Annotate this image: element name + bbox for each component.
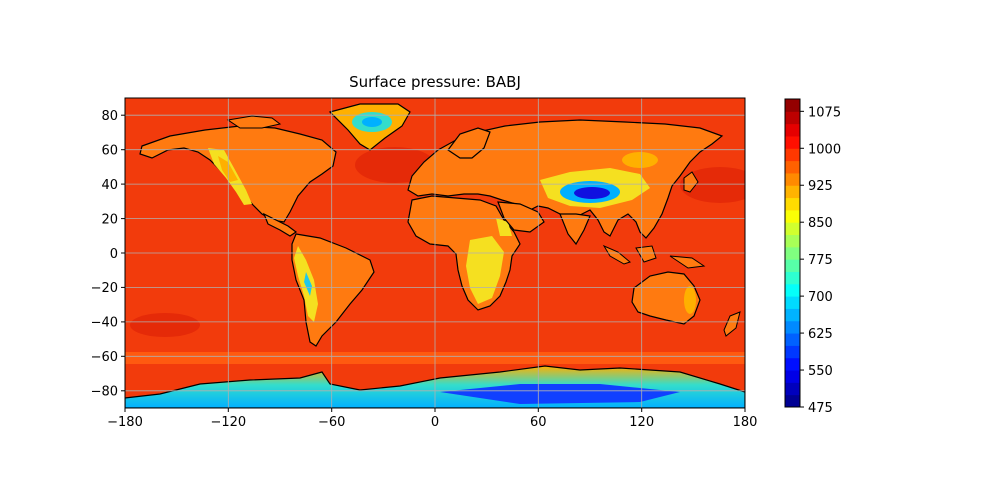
- y-tick-label: −40: [91, 316, 118, 331]
- tibetan-plateau-core: [574, 187, 610, 199]
- x-axis: [124, 408, 746, 412]
- x-tick-label: 0: [431, 415, 439, 430]
- map-title: Surface pressure: BABJ: [349, 73, 521, 91]
- colorbar-band: [785, 333, 800, 346]
- y-tick-label: 0: [110, 247, 118, 262]
- y-tick-label: −80: [91, 385, 118, 400]
- y-tick-label: 40: [101, 178, 118, 193]
- y-tick-label: −60: [91, 350, 118, 365]
- colorbar-tick-label: 700: [808, 290, 833, 305]
- y-tick-label: 20: [101, 212, 118, 227]
- land-australia: [631, 271, 701, 325]
- australia-highland: [684, 286, 696, 314]
- colorbar-tick-label: 625: [808, 327, 833, 342]
- colorbar-tick-label: 850: [808, 216, 833, 231]
- y-tick-label: 80: [101, 109, 118, 124]
- colorbar-band: [785, 123, 800, 137]
- colorbar-band: [785, 382, 800, 396]
- x-tick-label: 180: [733, 415, 758, 430]
- colorbar-band: [785, 283, 800, 297]
- colorbar-band: [785, 345, 800, 359]
- land-arabia: [497, 201, 545, 233]
- colorbar-tick-label: 475: [808, 401, 833, 416]
- colorbar-tick-label: 550: [808, 364, 833, 379]
- x-tick-label: 60: [530, 415, 547, 430]
- colorbar-band: [785, 209, 800, 223]
- colorbar-band: [785, 394, 800, 408]
- y-tick-label: −20: [91, 281, 118, 296]
- colorbar-band: [785, 308, 800, 322]
- x-tick-label: −120: [210, 415, 246, 430]
- land-central-america: [262, 212, 298, 237]
- andes-core: [304, 272, 312, 296]
- land-new-zealand: [723, 311, 741, 337]
- colorbar-band: [785, 172, 800, 186]
- land-scandinavia: [447, 127, 491, 159]
- colorbar-band: [785, 357, 800, 371]
- y-tick-label: 60: [101, 144, 118, 159]
- colorbar-band: [785, 234, 800, 248]
- colorbar-band: [785, 99, 800, 112]
- x-tick-label: 120: [629, 415, 654, 430]
- y-axis: [121, 114, 125, 392]
- high-pressure-zone: [680, 167, 745, 203]
- colorbar-band: [785, 320, 800, 334]
- mongolia-highland: [622, 152, 658, 168]
- colorbar-band: [785, 246, 800, 260]
- colorbar-tick-label: 925: [808, 179, 833, 194]
- colorbar-band: [785, 259, 800, 272]
- x-tick-label: −60: [318, 415, 345, 430]
- land-new-guinea: [669, 255, 706, 269]
- colorbar-band: [785, 271, 800, 285]
- colorbar-band: [785, 160, 800, 174]
- colorbar-band: [785, 370, 800, 383]
- colorbar-ticks: 1075 1000 925 850 775 700 625 550 475: [800, 105, 841, 416]
- colorbar-band: [785, 111, 800, 125]
- antarctic-plateau: [440, 384, 680, 404]
- land-sumatra: [602, 244, 632, 265]
- x-tick-label: −180: [107, 415, 143, 430]
- colorbar-band: [785, 197, 800, 211]
- colorbar: [785, 99, 800, 408]
- land-india: [559, 213, 591, 246]
- land-japan: [683, 171, 699, 193]
- colorbar-band: [785, 296, 800, 309]
- colorbar-band: [785, 222, 800, 236]
- colorbar-band: [785, 185, 800, 199]
- gridlines: [125, 98, 745, 408]
- high-pressure-zone: [130, 313, 200, 337]
- greenland-ice-core: [362, 117, 382, 127]
- colorbar-frame: [784, 98, 801, 408]
- colorbar-tick-label: 775: [808, 253, 833, 268]
- colorbar-tick-label: 1000: [808, 142, 841, 157]
- colorbar-band: [785, 148, 800, 162]
- colorbar-band: [785, 135, 800, 149]
- land-arctic-islands: [226, 115, 282, 129]
- colorbar-tick-label: 1075: [808, 105, 841, 120]
